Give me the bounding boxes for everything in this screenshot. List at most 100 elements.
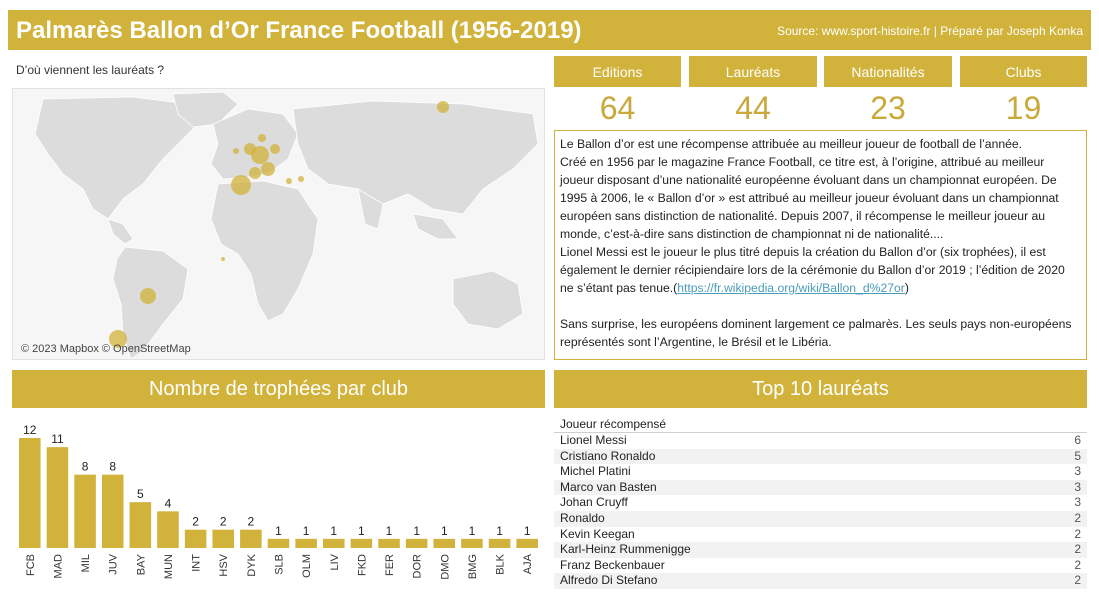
wikipedia-link[interactable]: https://fr.wikipedia.org/wiki/Ballon_d%2…: [677, 281, 905, 295]
trophy-count: 2: [1074, 542, 1081, 557]
kpi-laureats-label: Lauréats: [689, 56, 817, 87]
trophy-count: 3: [1074, 464, 1081, 479]
bar-hsv[interactable]: [212, 529, 235, 548]
trophy-count: 2: [1074, 510, 1081, 525]
top10-panel-title: Top 10 lauréats: [554, 370, 1087, 408]
category-tick-label: FKD: [356, 554, 368, 576]
bar-value-label: 1: [496, 524, 503, 538]
table-row: Ronaldo 2: [554, 510, 1087, 527]
bar-blk[interactable]: [488, 538, 511, 548]
bar-fer[interactable]: [378, 538, 400, 548]
bar-value-label: 4: [165, 496, 172, 510]
bar-bay[interactable]: [129, 502, 152, 548]
category-tick-label: DMO: [439, 554, 451, 580]
kpi-clubs-label: Clubs: [960, 56, 1087, 87]
world-map[interactable]: © 2023 Mapbox © OpenStreetMap: [12, 88, 545, 360]
category-tick-label: OLM: [301, 554, 313, 578]
bar-liv[interactable]: [322, 538, 345, 548]
trophy-count: 2: [1074, 526, 1081, 541]
bar-value-label: 1: [524, 524, 531, 538]
category-tick-label: HSV: [218, 553, 230, 576]
bar-int[interactable]: [184, 529, 207, 548]
bar-value-label: 11: [51, 432, 64, 446]
description-history: Créé en 1956 par le magazine France Foot…: [560, 155, 1059, 241]
bar-value-label: 1: [469, 524, 476, 538]
category-tick-label: BMG: [467, 554, 479, 579]
bar-value-label: 1: [330, 524, 337, 538]
bar-value-label: 1: [441, 524, 448, 538]
bar-value-label: 1: [358, 524, 365, 538]
top10-rows: Lionel Messi 6 Cristiano Ronaldo 5 Michel Pl…: [554, 433, 1087, 589]
description-conclusion: Sans surprise, les européens dominent la…: [560, 317, 1072, 349]
dashboard-title: Palmarès Ballon d’Or France Football (19…: [16, 17, 582, 44]
table-row: Marco van Basten 3: [554, 479, 1087, 496]
player-name: Ronaldo: [560, 510, 605, 525]
bar-value-label: 1: [386, 524, 393, 538]
player-name: Franz Beckenbauer: [560, 557, 665, 572]
bar-dor[interactable]: [405, 538, 428, 548]
laureate-bubbles: [109, 101, 449, 348]
kpi-nationalites-value: 23: [870, 89, 906, 126]
bar-value-label: 1: [275, 524, 282, 538]
category-tick-label: AJA: [522, 553, 534, 574]
category-tick-label: FCB: [25, 554, 37, 576]
category-tick-label: DYK: [246, 553, 258, 576]
bar-aja[interactable]: [516, 538, 538, 548]
category-tick-label: MUN: [163, 554, 175, 579]
player-name: Lionel Messi: [560, 433, 627, 447]
clubs-bar-chart: 12 FCB 11 MAD 8 MIL 8 JUV 5 BAY 4 MUN 2 INT 2 HSV 2 DYK 1 S…: [12, 414, 545, 594]
category-tick-label: JUV: [108, 553, 120, 574]
player-name: Cristiano Ronaldo: [560, 448, 656, 463]
kpi-nationalites-label: Nationalités: [824, 56, 952, 87]
player-name: Kevin Keegan: [560, 526, 635, 541]
category-tick-label: LIV: [329, 553, 341, 570]
category-tick-label: FER: [384, 554, 396, 576]
kpi-editions-label: Editions: [554, 56, 681, 87]
trophy-count: 2: [1074, 573, 1081, 588]
source-credit: Source: www.sport-histoire.fr | Préparé …: [777, 24, 1083, 38]
kpi-laureats-value: 44: [735, 89, 771, 126]
player-name: Johan Cruyff: [560, 495, 628, 510]
table-row: Karl-Heinz Rummenigge 2: [554, 542, 1087, 558]
bar-mil[interactable]: [74, 474, 96, 548]
category-tick-label: MAD: [52, 554, 64, 579]
bar-juv[interactable]: [101, 474, 124, 548]
bar-value-label: 2: [220, 515, 227, 529]
bar-olm[interactable]: [295, 538, 317, 548]
table-row: Franz Beckenbauer 2: [554, 558, 1087, 574]
table-row: Johan Cruyff 3: [554, 495, 1087, 511]
category-tick-label: INT: [191, 554, 203, 572]
world-map-svg: [13, 89, 544, 359]
kpi-clubs-value: 19: [1005, 89, 1042, 126]
player-name: Marco van Basten: [560, 479, 657, 494]
table-row: Alfredo Di Stefano 2: [554, 573, 1087, 589]
category-tick-label: DOR: [412, 554, 424, 579]
bar-fcb[interactable]: [19, 438, 41, 548]
description-intro: Le Ballon d’or est une récompense attrib…: [560, 137, 1023, 151]
top10-column-header: Joueur récompensé: [560, 417, 667, 431]
dashboard-header: Palmarès Ballon d’Or France Football (19…: [8, 10, 1091, 50]
trophy-count: 6: [1074, 433, 1081, 447]
bar-bmg[interactable]: [461, 538, 483, 548]
player-name: Karl-Heinz Rummenigge: [560, 542, 691, 557]
bar-mad[interactable]: [46, 447, 69, 548]
player-name: Alfredo Di Stefano: [560, 573, 658, 588]
bar-dyk[interactable]: [240, 529, 262, 548]
bar-fkd[interactable]: [350, 538, 373, 548]
table-row: Cristiano Ronaldo 5: [554, 448, 1087, 465]
clubs-panel-title: Nombre de trophées par club: [12, 370, 545, 408]
category-tick-label: BAY: [135, 553, 147, 575]
table-row: Michel Platini 3: [554, 464, 1087, 480]
clubs-bar-chart-svg: 12FCB11MAD8MIL8JUV5BAY4MUN2INT2HSV2DYK1S…: [19, 423, 538, 580]
table-row: Lionel Messi 6: [554, 433, 1087, 449]
bar-value-label: 12: [23, 423, 37, 437]
bar-value-label: 8: [82, 460, 89, 474]
category-tick-label: MIL: [80, 554, 92, 572]
bar-slb[interactable]: [267, 538, 290, 548]
description-textbox: Le Ballon d’or est une récompense attrib…: [554, 130, 1087, 360]
bar-value-label: 5: [137, 487, 144, 501]
bar-dmo[interactable]: [433, 538, 456, 548]
bar-mun[interactable]: [157, 511, 179, 548]
kpi-editions-value: 64: [599, 89, 636, 126]
trophy-count: 3: [1074, 479, 1081, 494]
